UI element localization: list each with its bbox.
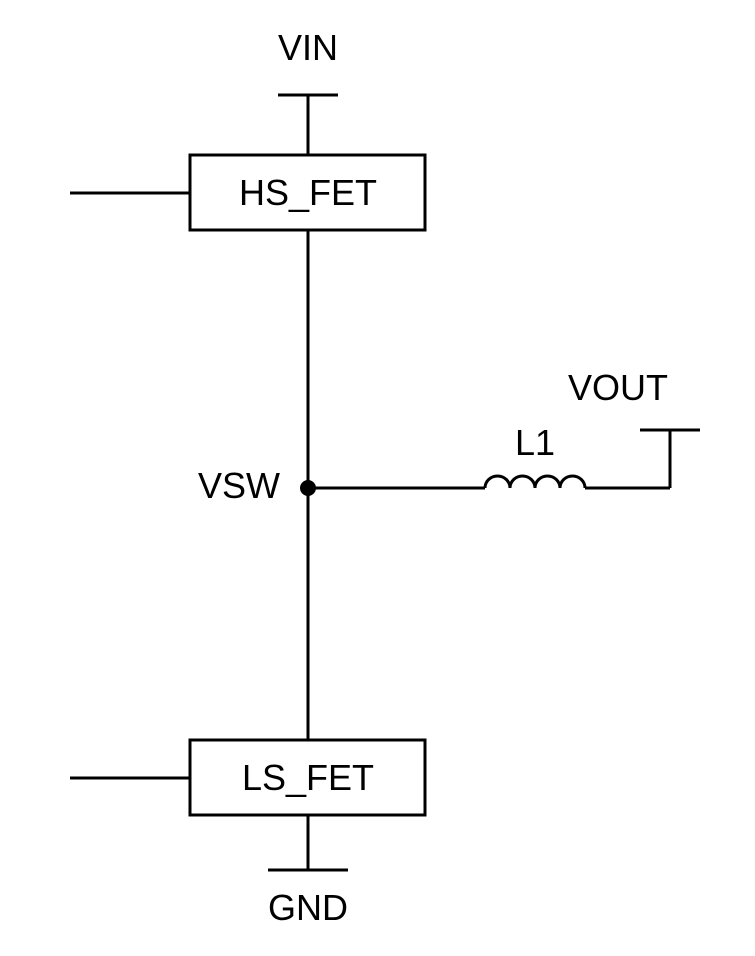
vsw-node [300, 480, 316, 496]
vout-label: VOUT [568, 367, 668, 408]
inductor-l1 [485, 476, 585, 488]
l1-label: L1 [515, 422, 555, 463]
vin-label: VIN [278, 27, 338, 68]
hs-fet-label: HS_FET [239, 172, 377, 213]
vsw-label: VSW [198, 465, 280, 506]
gnd-label: GND [268, 887, 348, 928]
ls-fet-label: LS_FET [242, 757, 374, 798]
